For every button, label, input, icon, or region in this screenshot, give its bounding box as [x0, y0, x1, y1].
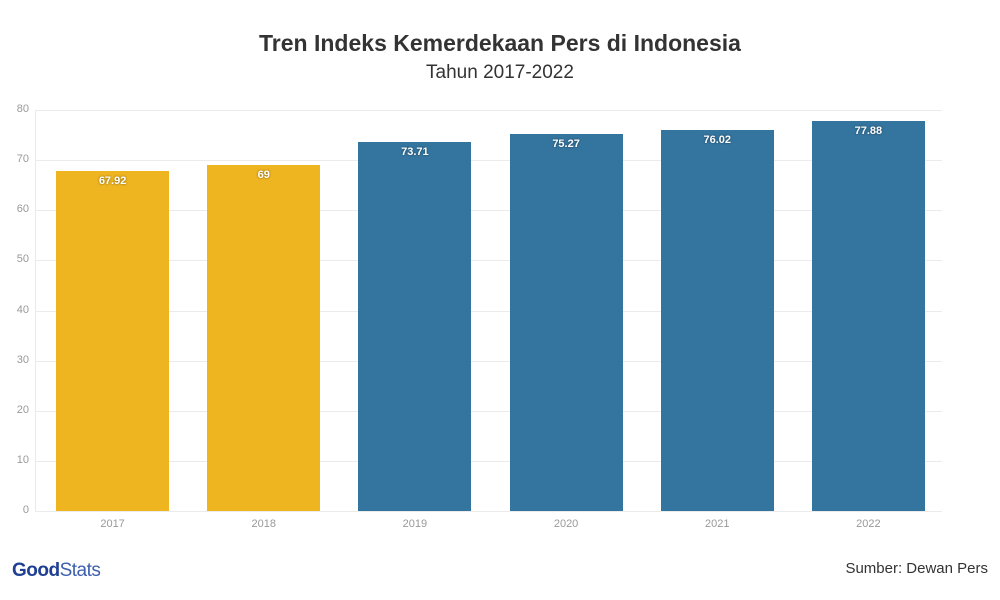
- y-tick-label: 30: [16, 353, 29, 366]
- gridline: [35, 260, 942, 262]
- goodstats-logo: GoodStats: [12, 560, 101, 582]
- bar-2018[interactable]: 69: [207, 165, 321, 511]
- gridline: [35, 160, 942, 162]
- bar-value-label: 76.02: [703, 133, 732, 146]
- y-tick-label: 0: [22, 504, 29, 516]
- y-tick-label: 10: [16, 453, 29, 466]
- bar-2019[interactable]: 73.71: [358, 141, 472, 511]
- bar-2020[interactable]: 75.27: [509, 133, 623, 511]
- chart-title: Tren Indeks Kemerdekaan Pers di Indonesi…: [259, 30, 741, 56]
- bar-value-label: 77.88: [854, 124, 883, 137]
- y-tick-label: 50: [16, 253, 29, 266]
- gridline: [35, 360, 942, 362]
- gridline: [35, 110, 942, 111]
- y-tick-label: 60: [16, 203, 29, 216]
- y-tick-label: 40: [16, 303, 29, 316]
- bar-2017[interactable]: 67.92: [56, 170, 170, 511]
- x-tick-label: 2022: [856, 518, 881, 530]
- gridline: [35, 460, 942, 462]
- x-tick-label: 2021: [705, 518, 730, 530]
- x-tick-label: 2020: [553, 518, 579, 530]
- plot-area: 0 10 20 30 40 50 60 70 80 67.92 2017 69 2018 73.71 201…: [17, 103, 942, 530]
- gridline: [35, 310, 942, 312]
- y-tick-label: 20: [16, 403, 29, 416]
- chart-subtitle: Tahun 2017-2022: [426, 62, 574, 83]
- gridline: [35, 410, 942, 412]
- source-note: Sumber: Dewan Pers: [845, 560, 988, 577]
- bar-2022[interactable]: 77.88: [811, 120, 925, 511]
- logo-bold-text: Good: [12, 560, 60, 581]
- bar-2021[interactable]: 76.02: [660, 129, 774, 511]
- bar-value-label: 73.71: [401, 145, 429, 158]
- bar-value-label: 69: [257, 169, 270, 182]
- y-tick-label: 70: [16, 153, 29, 166]
- bar-value-label: 67.92: [98, 174, 127, 187]
- logo-light-text: Stats: [59, 560, 101, 581]
- x-tick-label: 2019: [402, 518, 428, 530]
- y-tick-label: 80: [16, 103, 29, 115]
- x-tick-label: 2018: [251, 518, 276, 530]
- gridline: [35, 210, 942, 212]
- x-tick-label: 2017: [100, 518, 125, 530]
- gridline: [35, 511, 942, 512]
- bar-value-label: 75.27: [552, 137, 580, 150]
